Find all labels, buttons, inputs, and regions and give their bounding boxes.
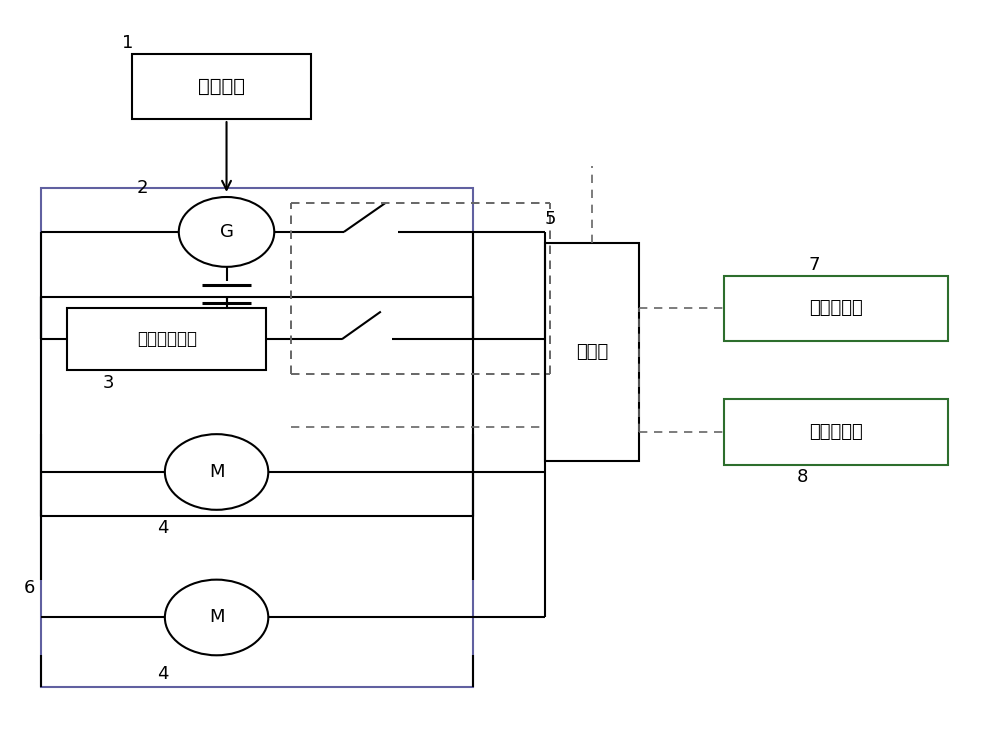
Bar [67,309,266,370]
Bar [132,54,311,119]
Text: 太阳能电池板: 太阳能电池板 [137,331,197,348]
Text: 7: 7 [808,256,820,273]
Text: 8: 8 [797,468,808,486]
Text: 1: 1 [122,34,133,52]
Text: M: M [209,463,224,481]
Text: 5: 5 [545,210,556,228]
Text: 6: 6 [24,579,36,597]
Circle shape [179,197,274,267]
Text: 4: 4 [157,519,168,537]
Circle shape [165,434,268,510]
Bar [545,243,639,461]
Text: 速度传感器: 速度传感器 [809,299,863,317]
Bar [724,276,948,341]
Text: 力矩传感器: 力矩传感器 [809,423,863,441]
Bar [724,399,948,465]
Text: 3: 3 [102,374,114,391]
Text: 2: 2 [137,180,149,197]
Text: M: M [209,608,224,627]
Circle shape [165,580,268,655]
Bar [41,188,473,687]
Bar [41,298,473,515]
Text: 4: 4 [157,665,168,682]
Text: 控制器: 控制器 [576,343,608,361]
Text: 人力机构: 人力机构 [198,77,245,96]
Text: G: G [220,223,233,241]
